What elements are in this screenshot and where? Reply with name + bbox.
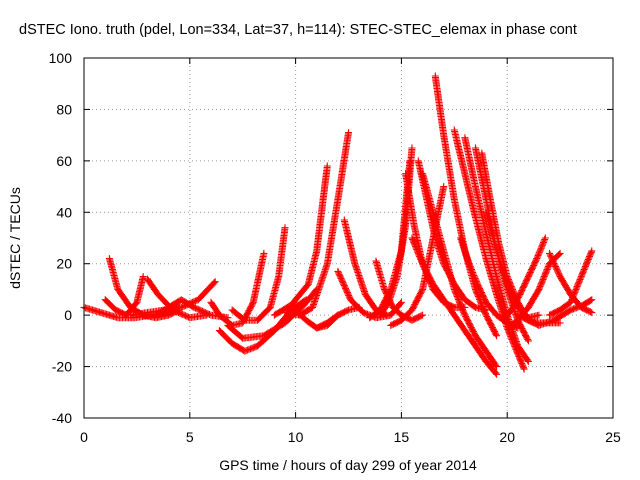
data-series bbox=[408, 234, 501, 378]
point-markers bbox=[499, 234, 549, 324]
x-axis-label: GPS time / hours of day 299 of year 2014 bbox=[219, 457, 477, 473]
point-markers bbox=[101, 273, 147, 319]
point-markers bbox=[514, 311, 564, 327]
chart-title: dSTEC Iono. truth (pdel, Lon=334, Lat=37… bbox=[19, 22, 577, 38]
data-series bbox=[224, 285, 321, 342]
axis-ticks bbox=[83, 57, 614, 419]
data-series bbox=[101, 273, 147, 319]
y-tick-label: 40 bbox=[56, 204, 72, 220]
point-markers bbox=[408, 234, 501, 378]
x-tick-label: 15 bbox=[394, 429, 410, 445]
data-series bbox=[419, 170, 501, 371]
data-points bbox=[80, 72, 596, 378]
point-markers bbox=[313, 303, 363, 332]
y-tick-label: -40 bbox=[52, 410, 72, 426]
x-tick-label: 0 bbox=[80, 429, 88, 445]
data-series bbox=[546, 247, 596, 319]
point-markers bbox=[457, 234, 522, 332]
data-series bbox=[546, 249, 596, 317]
point-markers bbox=[228, 224, 289, 324]
data-series bbox=[207, 249, 268, 329]
data-series bbox=[499, 234, 549, 324]
data-series bbox=[313, 303, 363, 332]
y-tick-label: 20 bbox=[56, 256, 72, 272]
data-series bbox=[228, 224, 289, 324]
y-tick-label: 60 bbox=[56, 153, 72, 169]
x-tick-label: 20 bbox=[499, 429, 515, 445]
data-series bbox=[270, 162, 331, 319]
data-series bbox=[514, 311, 564, 327]
point-markers bbox=[207, 249, 268, 329]
axis-tick-labels: 0 5 10 15 20 25 -40 -20 0 20 40 60 80 100 bbox=[49, 50, 621, 445]
y-tick-label: 100 bbox=[49, 50, 73, 66]
y-axis-label: dSTEC / TECUs bbox=[7, 187, 23, 289]
x-tick-label: 5 bbox=[186, 429, 194, 445]
y-tick-label: 0 bbox=[64, 307, 72, 323]
point-markers bbox=[224, 285, 321, 342]
x-tick-label: 10 bbox=[288, 429, 304, 445]
y-tick-label: -20 bbox=[52, 359, 72, 375]
data-series bbox=[281, 129, 352, 319]
point-markers bbox=[419, 170, 501, 371]
point-markers bbox=[281, 129, 352, 319]
data-series bbox=[457, 234, 522, 332]
y-tick-label: 80 bbox=[56, 101, 72, 117]
point-markers bbox=[270, 162, 331, 319]
plot-frame bbox=[83, 57, 614, 419]
point-markers bbox=[546, 249, 596, 317]
point-markers bbox=[546, 247, 596, 319]
x-tick-label: 25 bbox=[605, 429, 621, 445]
